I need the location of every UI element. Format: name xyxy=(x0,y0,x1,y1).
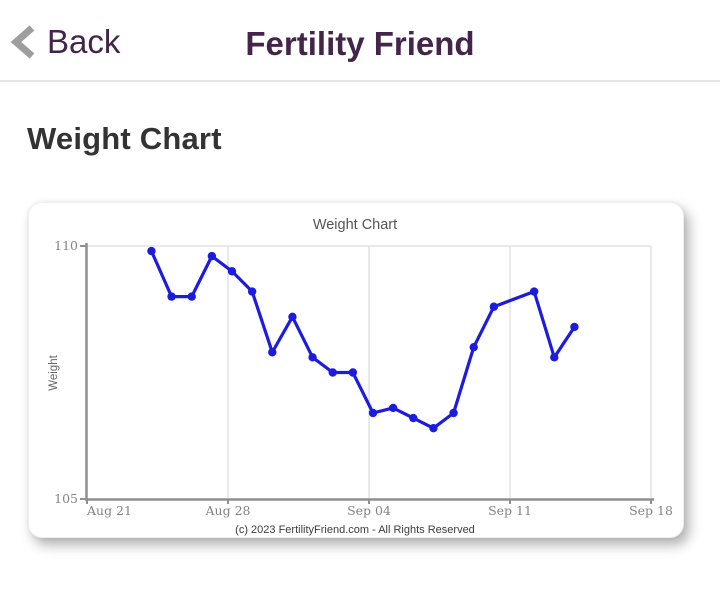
data-point-marker xyxy=(469,343,478,352)
data-point-marker xyxy=(529,287,539,296)
x-tick-label: Sep 04 xyxy=(347,503,391,518)
data-point-marker xyxy=(227,267,237,276)
weight-series-line xyxy=(149,249,577,430)
data-point-marker xyxy=(187,292,196,301)
x-tick-label: Sep 18 xyxy=(629,503,673,518)
data-point-marker xyxy=(147,246,156,256)
x-tick-label: Aug 28 xyxy=(205,503,251,518)
data-point-marker xyxy=(489,302,499,311)
data-point-marker xyxy=(368,408,378,418)
data-point-marker xyxy=(288,312,297,322)
data-point-marker xyxy=(550,353,559,362)
data-point-marker xyxy=(388,403,398,413)
data-point-marker xyxy=(247,287,257,296)
data-point-marker xyxy=(449,408,458,418)
data-point-marker xyxy=(167,292,176,301)
chart-copyright: (c) 2023 FertilityFriend.com - All Right… xyxy=(235,524,475,536)
weight-line-chart: Weight Chart 110 105 Aug 21 Aug 28 Sep 04 Sep … xyxy=(48,217,673,536)
data-point-marker xyxy=(570,322,579,332)
page-title: Weight Chart xyxy=(27,121,222,156)
chevron-left-icon xyxy=(10,25,35,59)
data-point-marker xyxy=(268,348,277,357)
data-point-marker xyxy=(308,353,317,362)
y-tick-label: 105 xyxy=(54,491,78,506)
weight-chart-card: Weight Chart 110 105 Aug 21 Aug 28 Sep 04 Sep … xyxy=(28,202,684,538)
x-tick-label: Sep 11 xyxy=(488,503,532,518)
data-point-marker xyxy=(328,368,337,377)
y-axis-label: Weight xyxy=(48,354,60,390)
data-point-marker xyxy=(429,423,438,433)
header-bar: Back Fertility Friend xyxy=(0,0,720,82)
back-button[interactable]: Back xyxy=(8,22,120,62)
data-point-marker xyxy=(348,368,358,377)
data-point-marker xyxy=(409,413,418,423)
y-tick-label: 110 xyxy=(54,238,78,253)
chart-title: Weight Chart xyxy=(313,217,397,233)
back-label: Back xyxy=(47,23,121,60)
data-point-marker xyxy=(207,251,217,261)
x-tick-label: Aug 21 xyxy=(86,503,132,518)
